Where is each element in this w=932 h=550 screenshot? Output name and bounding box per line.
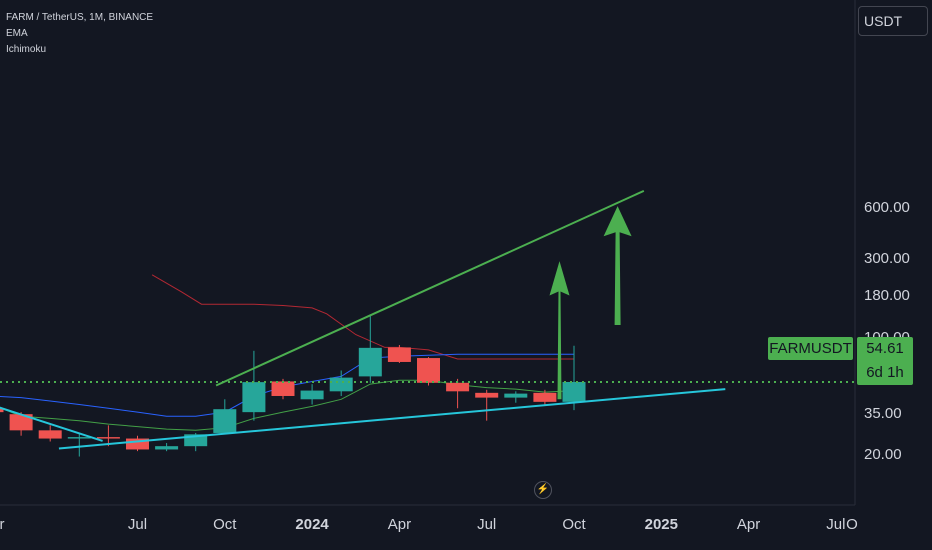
time-axis-label: Oct bbox=[562, 516, 586, 533]
ema-indicator-label[interactable]: EMA bbox=[6, 28, 28, 39]
symbol-title[interactable]: FARM / TetherUS, 1M, BINANCE bbox=[6, 12, 154, 23]
candle-body bbox=[96, 437, 120, 439]
candle-body bbox=[271, 381, 295, 396]
up-arrow bbox=[603, 206, 632, 325]
candle-body bbox=[300, 390, 324, 400]
time-axis-label: Jul bbox=[127, 516, 148, 533]
price-axis-label: 180.00 bbox=[864, 286, 910, 304]
candle-body bbox=[329, 377, 353, 392]
candle-body bbox=[38, 430, 62, 439]
candle-body bbox=[0, 408, 4, 413]
currency-button[interactable]: USDT bbox=[858, 6, 928, 36]
bar-countdown: 6d 1h bbox=[866, 364, 904, 381]
candle-body bbox=[533, 392, 557, 402]
price-axis-label: 35.00 bbox=[864, 405, 902, 423]
candle-body bbox=[446, 382, 470, 392]
candle-body bbox=[67, 437, 91, 439]
time-axis-label: 2025 bbox=[644, 516, 678, 533]
candles-layer bbox=[0, 315, 586, 457]
time-axis-label: Oct bbox=[213, 516, 237, 533]
candle-body bbox=[184, 434, 208, 447]
candle-body bbox=[126, 438, 149, 450]
candle-body bbox=[387, 347, 411, 362]
ichimoku-indicator-label[interactable]: Ichimoku bbox=[6, 44, 47, 55]
up-arrow bbox=[549, 261, 570, 400]
green-trendline bbox=[215, 189, 645, 387]
time-axis-label: r bbox=[0, 516, 5, 533]
last-price-value: 54.61 bbox=[866, 340, 904, 357]
chart-legend: FARM / TetherUS, 1M, BINANCE EMA Ichimok… bbox=[6, 10, 153, 58]
candle-body bbox=[242, 382, 266, 413]
price-axis-label: 20.00 bbox=[864, 445, 902, 463]
candle-body bbox=[358, 347, 382, 377]
cyan-support-trendline bbox=[58, 388, 726, 450]
candle-body bbox=[155, 446, 179, 450]
time-axis-label: 2024 bbox=[295, 516, 329, 533]
time-axis-label: O bbox=[846, 516, 858, 533]
candle-body bbox=[562, 381, 586, 402]
last-price-tag: 54.61 6d 1h bbox=[857, 337, 913, 385]
candle-body bbox=[417, 358, 440, 383]
time-axis-label: Apr bbox=[387, 516, 412, 533]
time-axis-label: Jul bbox=[826, 516, 846, 533]
drawings-layer bbox=[0, 189, 855, 450]
time-axis-label: Jul bbox=[477, 516, 497, 533]
candle-body bbox=[475, 392, 499, 398]
lightning-icon[interactable]: ⚡ bbox=[534, 481, 552, 499]
price-axis-label: 600.00 bbox=[864, 199, 910, 217]
price-axis-label: 300.00 bbox=[864, 249, 910, 267]
symbol-price-label: FARMUSDT bbox=[768, 337, 853, 360]
ichimoku-red-line bbox=[151, 274, 574, 360]
candle-body bbox=[213, 409, 237, 433]
time-axis-label: Apr bbox=[736, 516, 761, 533]
ema-line bbox=[0, 379, 575, 431]
candle-body bbox=[9, 414, 33, 431]
candle-body bbox=[504, 393, 528, 398]
cyan-descending-trendline bbox=[0, 406, 103, 442]
